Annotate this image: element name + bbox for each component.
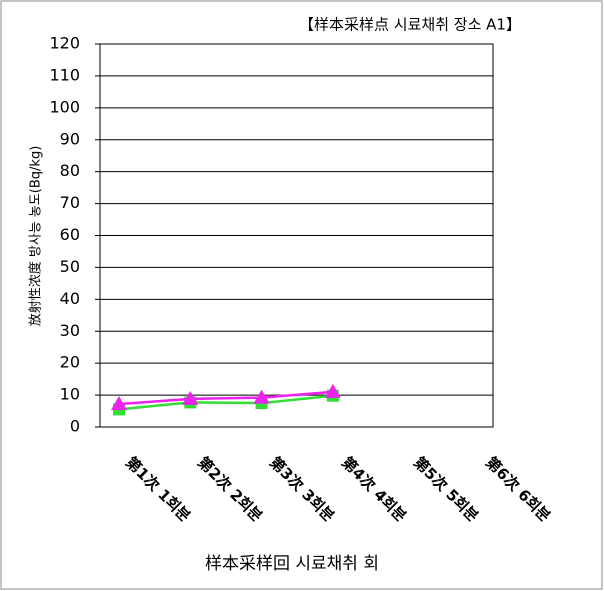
- y-tick-label: 10: [60, 385, 80, 404]
- y-tick-label: 60: [60, 225, 80, 244]
- series-line: [118, 394, 334, 411]
- series-line: [118, 390, 334, 406]
- y-tick-label: 100: [49, 97, 80, 116]
- y-tick-label: 30: [60, 321, 80, 340]
- y-axis-label: 放射性浓度 방사능 농도(Bq/kg): [28, 146, 44, 327]
- y-tick-label: 90: [60, 129, 80, 148]
- chart-title: 【样本采样点 시료채취 장소 A1】: [299, 16, 521, 34]
- x-axis-label: 样本采样回 시료채취 회: [205, 554, 379, 574]
- point-marker: [253, 389, 270, 404]
- y-tick-label: 0: [70, 417, 80, 436]
- point-marker: [324, 383, 341, 398]
- y-tick-label: 40: [60, 289, 80, 308]
- y-tick-label: 20: [60, 353, 80, 372]
- y-tick-label: 120: [49, 34, 80, 53]
- y-tick-label: 110: [49, 65, 80, 84]
- y-tick-label: 70: [60, 193, 80, 212]
- y-tick-label: 80: [60, 161, 80, 180]
- y-tick-label: 50: [60, 257, 80, 276]
- point-marker: [111, 396, 127, 411]
- point-marker: [182, 390, 199, 405]
